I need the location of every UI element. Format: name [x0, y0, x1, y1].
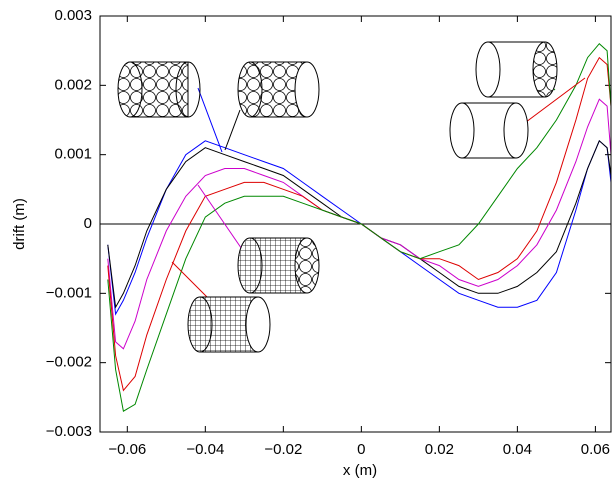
x-tick-label: 0.02	[425, 441, 454, 458]
y-tick-label: 0.001	[54, 146, 92, 163]
illustrations	[117, 41, 586, 353]
x-tick-label: −0.06	[108, 441, 146, 458]
x-tick-label: 0.04	[503, 441, 532, 458]
y-tick-label: 0.003	[54, 7, 92, 24]
y-tick-label: −0.003	[46, 423, 92, 440]
y-tick-label: −0.002	[46, 354, 92, 371]
y-tick-label: 0.002	[54, 76, 92, 93]
x-tick-label: 0.06	[581, 441, 610, 458]
x-tick-label: −0.04	[186, 441, 224, 458]
y-tick-label: −0.001	[46, 284, 92, 301]
plot-area	[99, 15, 612, 433]
x-axis-label: x (m)	[343, 462, 377, 479]
y-tick-label: 0	[84, 215, 92, 232]
x-tick-label: 0	[357, 441, 365, 458]
y-axis-label: drift (m)	[11, 198, 28, 250]
plot-frame	[99, 15, 612, 433]
data-line	[107, 139, 612, 316]
data-line	[107, 42, 612, 412]
x-tick-label: −0.02	[264, 441, 302, 458]
